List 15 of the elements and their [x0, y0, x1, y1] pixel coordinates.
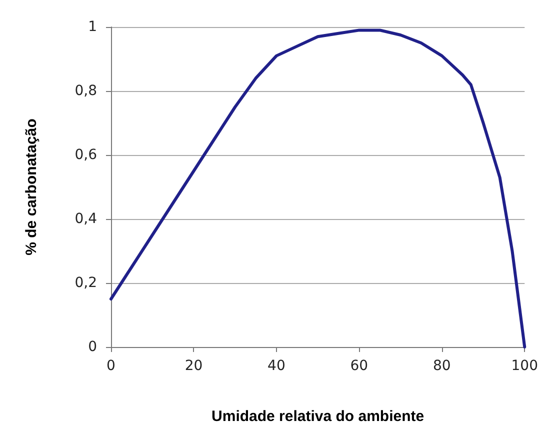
x-tick-label: 60 [350, 358, 368, 374]
y-tick-label: 0,2 [74, 275, 97, 291]
x-tick-label: 20 [184, 358, 203, 374]
x-tick-label: 100 [511, 358, 538, 374]
x-tick-label: 0 [106, 358, 116, 374]
y-axis-title: % de carbonatação [23, 118, 40, 256]
y-tick-label: 0,4 [74, 211, 98, 227]
y-tick-label: 0 [88, 339, 97, 355]
x-tick-label: 40 [268, 358, 286, 374]
x-tick-label: 80 [432, 358, 451, 374]
y-tick-label: 1 [88, 19, 97, 35]
y-tick-label: 0,6 [74, 147, 98, 163]
line-series [110, 28, 526, 348]
x-axis-title: Umidade relativa do ambiente [212, 408, 424, 425]
y-tick-label: 0,8 [74, 83, 97, 99]
